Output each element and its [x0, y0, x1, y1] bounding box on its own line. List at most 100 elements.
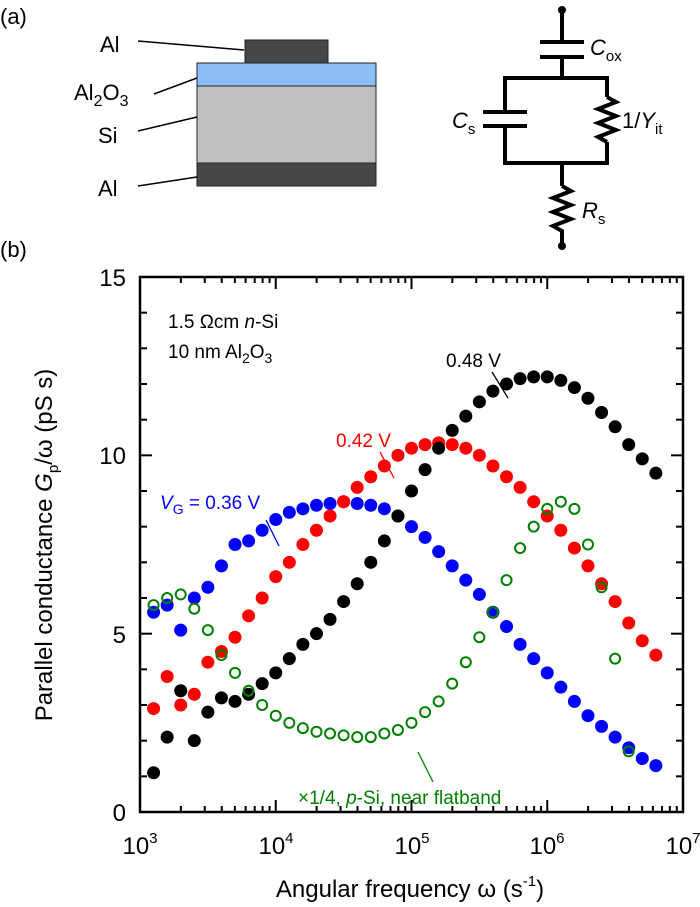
leader-042 [379, 451, 395, 479]
data-point [500, 574, 513, 587]
data-point [432, 545, 446, 559]
data-point [309, 498, 323, 512]
data-point [473, 631, 486, 644]
data-point [418, 530, 432, 544]
data-point [174, 698, 188, 712]
y-axis-label: Parallel conductance Gp/ω (pS s) [31, 369, 62, 722]
data-point [283, 716, 296, 729]
data-point [201, 705, 215, 719]
panel-b-label: (b) [0, 237, 27, 262]
data-point [459, 573, 473, 587]
data-point [282, 555, 296, 569]
data-point [567, 541, 581, 555]
terminal-bottom [558, 242, 566, 250]
label-rs: Rs [582, 198, 605, 228]
al2o3-layer [196, 62, 377, 87]
data-point [323, 509, 337, 523]
data-point [296, 502, 310, 516]
data-point [554, 680, 568, 694]
data-point [595, 406, 609, 420]
data-point [296, 722, 309, 735]
data-point [214, 559, 228, 573]
panel-a-label: (a) [0, 4, 27, 29]
data-point [513, 637, 527, 651]
data-point [405, 716, 418, 729]
series-label-psi: ×1/4, p-Si, near flatband [298, 788, 501, 809]
data-point [622, 745, 635, 758]
data-point [445, 559, 459, 573]
data-point [201, 624, 214, 637]
sample-annotation-1: 1.5 Ωcm n-Si [168, 312, 278, 333]
data-points [147, 370, 663, 780]
data-point [323, 612, 337, 626]
data-point [174, 588, 187, 601]
data-point [364, 470, 378, 484]
data-point [581, 559, 595, 573]
data-point [622, 616, 636, 630]
data-point [364, 555, 378, 569]
data-point [459, 409, 473, 423]
data-point [215, 649, 228, 662]
data-point [350, 480, 364, 494]
data-point [432, 695, 445, 708]
x-tick-label: 105 [394, 830, 429, 860]
data-point [351, 731, 364, 744]
data-point [323, 496, 337, 510]
data-point [324, 727, 337, 740]
data-point [635, 452, 649, 466]
data-point [514, 542, 527, 555]
data-point [595, 581, 608, 594]
data-point [337, 595, 351, 609]
data-point [446, 677, 459, 690]
data-point [242, 684, 255, 697]
data-point [419, 706, 432, 719]
data-point [540, 370, 554, 384]
label-top-al: Al [100, 32, 120, 57]
series-label-048: 0.48 V [446, 351, 501, 372]
data-point [609, 652, 622, 665]
data-point [405, 520, 418, 534]
data-point [255, 591, 269, 605]
data-point [350, 577, 364, 591]
si-layer [196, 85, 377, 164]
data-point [229, 666, 242, 679]
data-point [418, 438, 432, 452]
data-point [486, 384, 500, 398]
data-point [337, 495, 351, 509]
data-point [459, 656, 472, 669]
leader-048 [491, 371, 509, 399]
data-point [445, 438, 459, 452]
rs-resistor [547, 184, 577, 244]
y-tick-label: 15 [99, 265, 126, 292]
data-point [296, 538, 310, 551]
data-point [187, 687, 201, 701]
yit-resistor [592, 95, 622, 144]
data-point [147, 702, 161, 716]
data-point [459, 441, 473, 455]
x-tick-label: 103 [122, 830, 157, 860]
data-point [174, 623, 188, 637]
data-point [147, 599, 160, 612]
data-point [269, 513, 283, 527]
data-point [147, 766, 161, 780]
data-point [310, 725, 323, 738]
data-point [174, 684, 188, 698]
data-point [472, 448, 486, 462]
data-point [214, 645, 228, 658]
label-cs: Cs [452, 108, 475, 138]
data-point [377, 459, 391, 473]
data-point [269, 570, 283, 584]
data-point [500, 377, 514, 391]
data-point [500, 620, 514, 634]
data-point [160, 730, 174, 744]
data-point [187, 734, 201, 748]
data-point [649, 759, 663, 773]
y-tick-label: 0 [113, 800, 126, 827]
label-bottom-al: Al [98, 176, 118, 201]
data-point [255, 677, 269, 691]
device-stack: Al Al2O3 Si Al [74, 32, 377, 201]
data-point [309, 523, 323, 537]
data-point [269, 709, 282, 722]
data-point [635, 752, 649, 765]
data-point [527, 495, 541, 509]
